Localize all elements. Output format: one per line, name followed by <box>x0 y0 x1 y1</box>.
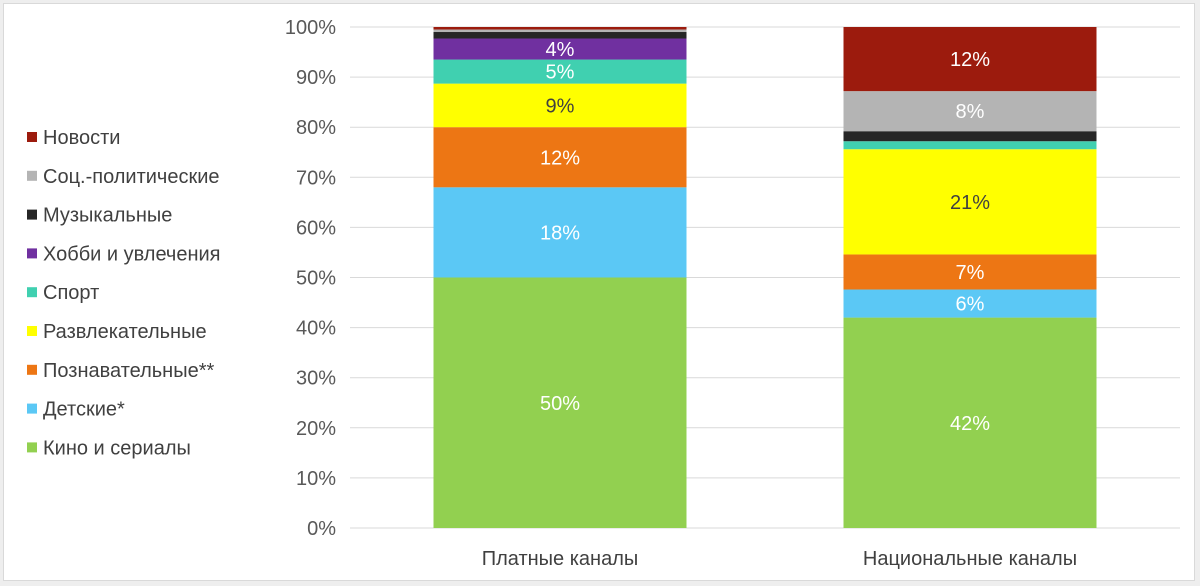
bar-segment <box>843 27 1097 92</box>
legend-label: Познавательные** <box>43 360 215 382</box>
y-tick-label: 50% <box>296 268 336 290</box>
bar-segment <box>433 27 687 30</box>
legend-label: Новости <box>43 127 120 149</box>
legend-label: Спорт <box>43 282 99 304</box>
legend-swatch <box>27 132 37 142</box>
bar-segment <box>433 38 687 60</box>
data-label: 12% <box>950 49 990 71</box>
data-label: 5% <box>546 62 575 84</box>
data-label: 42% <box>950 413 990 435</box>
legend-swatch <box>27 248 37 259</box>
bar-segment <box>433 29 687 33</box>
data-label: 7% <box>956 262 985 284</box>
bar-segment <box>843 254 1097 290</box>
legend-swatch <box>27 209 37 220</box>
data-label: 50% <box>540 393 580 415</box>
legend-label: Хобби и увлечения <box>43 243 221 265</box>
legend-label: Детские* <box>43 399 125 421</box>
y-tick-label: 60% <box>296 217 336 239</box>
legend-label: Соц.-политические <box>43 166 220 188</box>
data-label: 21% <box>950 192 990 214</box>
legend-label: Музыкальные <box>43 205 172 227</box>
y-tick-label: 0% <box>307 518 336 540</box>
x-category-label: Национальные каналы <box>863 548 1077 570</box>
data-label: 8% <box>956 101 985 123</box>
bar-segment <box>433 32 687 39</box>
bar-segment <box>843 141 1097 150</box>
bar-segment <box>433 59 687 84</box>
bar-segment <box>843 149 1097 255</box>
y-tick-label: 40% <box>296 318 336 340</box>
bar-segment <box>433 277 687 528</box>
bar-segment <box>843 91 1097 132</box>
y-tick-label: 100% <box>285 17 336 39</box>
bar-segment <box>433 187 687 278</box>
bar-segment <box>843 131 1097 142</box>
legend-swatch <box>27 170 37 181</box>
data-label: 9% <box>546 95 575 117</box>
legend-swatch <box>27 403 37 414</box>
legend-swatch <box>27 364 37 375</box>
x-axis-categories: Платные каналы Национальные каналы <box>482 548 1077 570</box>
bar-segment <box>433 127 687 188</box>
y-tick-label: 80% <box>296 117 336 139</box>
legend: Новости Соц.-политические Музыкальные Хобби… <box>27 127 221 459</box>
y-axis-ticks: 0% 10% 20% 30% 40% 50% 60% 70% 80% 90% 100% <box>285 17 336 540</box>
bars <box>433 27 1097 528</box>
legend-swatch <box>27 287 37 298</box>
bar-segment <box>843 289 1097 318</box>
data-label: 4% <box>546 39 575 61</box>
bar-segment <box>843 317 1097 528</box>
legend-label: Кино и сериалы <box>43 437 191 459</box>
data-label: 6% <box>956 294 985 316</box>
legend-label: Развлекательные <box>43 321 207 343</box>
data-label: 18% <box>540 222 580 244</box>
bar-segment <box>433 83 687 128</box>
y-tick-label: 20% <box>296 418 336 440</box>
y-tick-label: 90% <box>296 67 336 89</box>
y-tick-label: 70% <box>296 167 336 189</box>
legend-swatch <box>27 442 37 453</box>
y-tick-label: 30% <box>296 368 336 390</box>
legend-swatch <box>27 326 37 336</box>
data-labels: 50% 18% 12% 9% 5%4% 42% 6% 7% 21% 8% 12% <box>540 39 990 435</box>
x-category-label: Платные каналы <box>482 548 639 570</box>
y-tick-label: 10% <box>296 468 336 490</box>
data-label: 12% <box>540 147 580 169</box>
